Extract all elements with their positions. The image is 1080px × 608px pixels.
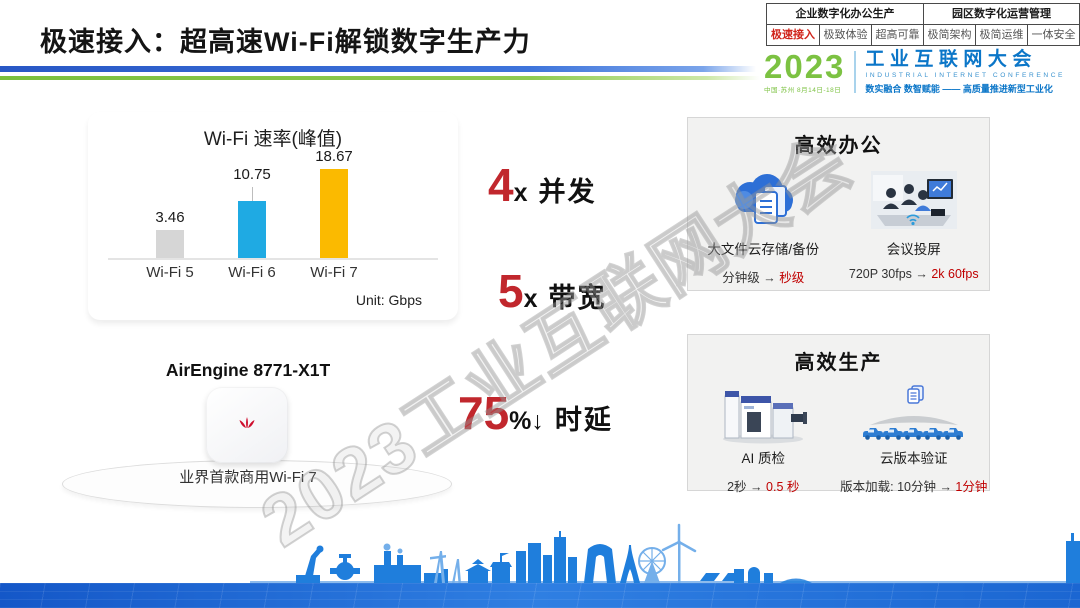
kpi-label: 时延: [554, 405, 613, 435]
nav-tab-table: 企业数字化办公生产 园区数字化运营管理 极速接入 极致体验 超高可靠 极简架构 …: [766, 3, 1080, 46]
tab-fast-access[interactable]: 极速接入: [767, 24, 819, 45]
kpi-suffix: x: [513, 179, 528, 207]
tab-ultimate-experience[interactable]: 极致体验: [819, 24, 871, 45]
panel-item-label: 会议投屏: [886, 242, 941, 257]
panel-efficient-production: 高效生产 AI 质检 2秒 → 0.5 秒: [687, 334, 990, 494]
panel-item-metric: 版本加载: 10分钟 → 1分钟: [840, 480, 988, 494]
kpi-latency: 75 %↓ 时延: [458, 390, 613, 437]
access-point-device-image: [206, 387, 288, 463]
wifi-speed-chart: Wi-Fi 速率(峰值) 3.46 10.75 18.67 Wi-Fi 5 Wi…: [88, 112, 458, 320]
bar-value: 10.75: [233, 166, 271, 183]
bar-value: 3.46: [155, 209, 185, 226]
bar-category-label: Wi-Fi 5: [146, 264, 194, 281]
cloud-version-cars-icon: [862, 381, 966, 445]
chart-bar: [238, 201, 266, 258]
kpi-value: 75: [458, 387, 510, 439]
metric-highlight: 1分钟: [955, 480, 988, 494]
kpi-suffix: x: [523, 285, 538, 313]
tab-high-reliability[interactable]: 超高可靠: [871, 24, 923, 45]
kpi-concurrency: 4 x 并发: [488, 162, 597, 209]
city-skyline-graphic: [0, 523, 1080, 585]
bar-category-label: Wi-Fi 7: [310, 264, 358, 281]
panel-title: 高效办公: [794, 135, 883, 157]
page-title: 极速接入：超高速Wi-Fi解锁数字生产力: [40, 27, 531, 57]
huawei-logo-icon: [239, 416, 255, 434]
kpi-label: 并发: [538, 177, 597, 207]
nav-group-office: 企业数字化办公生产: [795, 8, 895, 20]
product-caption: 业界首款商用Wi-Fi 7: [179, 469, 317, 486]
panel-item-label: 大文件云存储/备份: [707, 242, 820, 257]
nav-group-campus: 园区数字化运营管理: [923, 4, 1079, 24]
conference-logo: 2023 中国·苏州 8月14日-18日 工业互联网大会 INDUSTRIAL …: [764, 46, 1078, 98]
product-name: AirEngine 8771-X1T: [165, 360, 331, 380]
metric-highlight: 秒级: [779, 271, 805, 285]
bar-category-label: Wi-Fi 6: [228, 264, 276, 281]
logo-name-en: INDUSTRIAL INTERNET CONFERENCE: [865, 71, 1066, 79]
chart-title: Wi-Fi 速率(峰值): [203, 129, 343, 150]
tab-simple-om[interactable]: 极简运维: [975, 24, 1027, 45]
tab-integrated-security[interactable]: 一体安全: [1027, 24, 1079, 45]
bottom-gradient-band: [0, 583, 1080, 608]
panel-title: 高效生产: [794, 352, 883, 374]
tab-simple-architecture[interactable]: 极简架构: [923, 24, 975, 45]
chart-bar: [156, 230, 184, 258]
ai-inspection-machine-icon: [717, 381, 809, 445]
panel-item-meeting-casting: 会议投屏 720P 30fps → 2k 60fps: [839, 164, 990, 286]
panel-item-metric: 720P 30fps → 2k 60fps: [848, 267, 979, 281]
kpi-label: 带宽: [548, 283, 607, 313]
logo-venue: 中国·苏州 8月14日-18日: [764, 86, 842, 94]
panel-item-metric: 分钟级 → 秒级: [722, 271, 805, 285]
cloud-docs-icon: [722, 164, 804, 236]
panel-item-cloud-storage: 大文件云存储/备份 分钟级 → 秒级: [688, 164, 839, 286]
title-divider-blue: [0, 66, 756, 72]
bar-value: 18.67: [315, 148, 353, 165]
kpi-bandwidth: 5 x 带宽: [498, 268, 607, 315]
metric-highlight: 0.5 秒: [766, 480, 800, 494]
chart-plot-area: 3.46 10.75 18.67 Wi-Fi 5 Wi-Fi 6 Wi-Fi 7: [88, 112, 458, 281]
chart-bar: [320, 169, 348, 258]
panel-item-ai-inspection: AI 质检 2秒 → 0.5 秒: [688, 381, 839, 495]
kpi-value: 4: [488, 159, 514, 211]
chart-unit-label: Unit: Gbps: [355, 292, 422, 308]
panel-item-metric: 2秒 → 0.5 秒: [727, 480, 800, 494]
panel-item-label: AI 质检: [741, 451, 785, 466]
kpi-value: 5: [498, 265, 524, 317]
title-divider-green: [0, 76, 760, 80]
chart-baseline: [108, 258, 438, 260]
panel-item-cloud-version: 云版本验证 版本加载: 10分钟 → 1分钟: [839, 381, 990, 495]
logo-separator: [854, 51, 857, 93]
logo-name-cn: 工业互联网大会: [865, 48, 1037, 70]
panel-efficient-office: 高效办公 大文件云存储/备份 分钟级 → 秒级: [687, 117, 990, 291]
logo-year: 2023: [764, 47, 846, 85]
kpi-suffix: %↓: [509, 407, 544, 435]
product-stage-ellipse: [62, 460, 452, 508]
panel-item-label: 云版本验证: [880, 451, 948, 466]
logo-slogan: 数实融合 数智赋能 —— 高质量推进新型工业化: [865, 83, 1053, 94]
bar-label-connector: [252, 187, 253, 201]
meeting-screen-icon: [870, 164, 957, 236]
metric-highlight: 2k 60fps: [931, 267, 979, 281]
